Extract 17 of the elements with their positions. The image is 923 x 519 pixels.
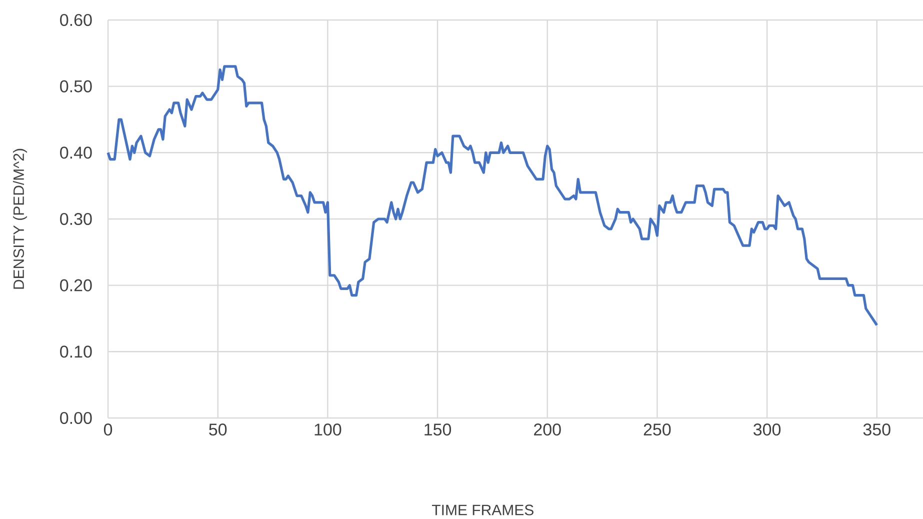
- x-tick-label: 350: [863, 424, 890, 436]
- x-tick-label: 300: [753, 424, 781, 436]
- x-tick-label: 150: [424, 424, 452, 436]
- y-axis-title: DENSITY (PED/M^2): [13, 148, 27, 289]
- x-tick-label: 50: [209, 424, 227, 436]
- y-tick-label: 0.50: [60, 80, 92, 92]
- x-tick-label: 200: [534, 424, 561, 436]
- y-tick-label: 0.10: [60, 346, 92, 358]
- x-tick-label: 250: [644, 424, 671, 436]
- x-tick-label: 0: [104, 424, 112, 436]
- y-tick-label: 0.60: [60, 14, 92, 26]
- y-tick-label: 0.20: [60, 279, 92, 292]
- x-axis-title: TIME FRAMES: [432, 504, 534, 516]
- y-tick-label: 0.40: [60, 146, 92, 159]
- y-tick-label: 0.00: [60, 412, 92, 424]
- x-tick-label: 100: [314, 424, 342, 436]
- y-tick-label: 0.30: [60, 212, 92, 226]
